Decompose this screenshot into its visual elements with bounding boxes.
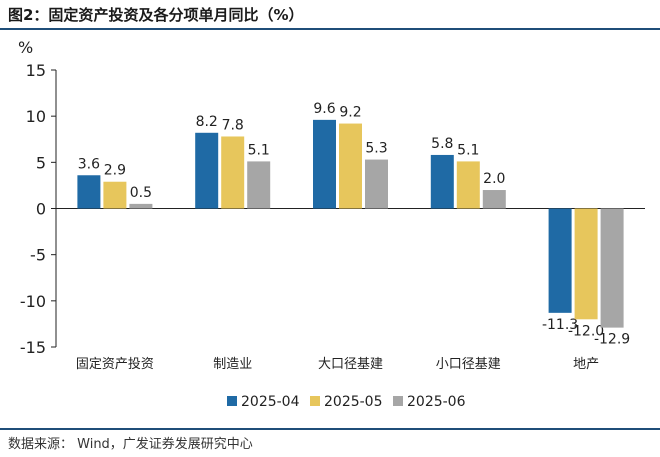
x-category-label: 地产 <box>573 357 599 372</box>
y-tick-label: 0 <box>36 200 46 219</box>
top-rule <box>0 28 660 30</box>
x-category-label: 大口径基建 <box>318 357 383 372</box>
bottom-rule <box>0 428 660 430</box>
data-label: 5.1 <box>457 142 479 158</box>
data-label: 5.8 <box>431 136 453 152</box>
data-label: 9.6 <box>313 101 335 117</box>
source-note: 数据来源： Wind，广发证券发展研究中心 <box>8 437 253 452</box>
data-label: 5.1 <box>248 142 270 158</box>
data-label: -12.0 <box>568 323 604 339</box>
data-label: 9.2 <box>339 105 361 121</box>
x-category-label: 小口径基建 <box>436 357 501 372</box>
y-axis-unit-label: % <box>18 38 33 57</box>
bar-2025-04 <box>77 175 101 209</box>
legend-swatch-2025-06 <box>393 396 403 406</box>
data-label: -11.3 <box>542 317 578 333</box>
data-label: 8.2 <box>196 114 218 130</box>
bar-2025-04 <box>313 119 336 209</box>
data-label: 7.8 <box>222 117 244 133</box>
bar-2025-05 <box>339 123 362 209</box>
y-tick-label: 15 <box>26 61 46 80</box>
bar-2025-06 <box>129 203 153 209</box>
y-tick-label: -10 <box>20 292 46 311</box>
data-label: 0.5 <box>130 185 152 201</box>
bar-2025-04 <box>548 208 572 313</box>
data-label: 2.0 <box>483 171 505 187</box>
legend-swatch-2025-05 <box>310 396 320 406</box>
chart-title: 图2：固定资产投资及各分项单月同比（%） <box>8 6 304 24</box>
data-label: 5.3 <box>365 141 387 157</box>
legend-label: 2025-06 <box>407 394 466 410</box>
legend-swatch-2025-04 <box>227 396 237 406</box>
bar-2025-06 <box>600 208 624 328</box>
data-label: 3.6 <box>78 156 100 172</box>
data-label: 2.9 <box>104 163 126 179</box>
bar-2025-06 <box>247 161 271 209</box>
bar-2025-06 <box>365 159 388 209</box>
y-tick-label: -5 <box>30 246 46 265</box>
bar-2025-05 <box>574 208 598 320</box>
y-tick-label: -15 <box>20 338 46 357</box>
bar-2025-06 <box>482 190 506 209</box>
bar-2025-05 <box>103 181 127 209</box>
x-category-label: 制造业 <box>213 357 252 372</box>
y-tick-label: 5 <box>36 153 46 172</box>
bar-2025-05 <box>221 136 245 209</box>
x-category-label: 固定资产投资 <box>76 356 154 372</box>
bar-2025-04 <box>430 154 454 209</box>
y-tick-label: 10 <box>26 107 46 126</box>
data-label: -12.9 <box>594 332 630 348</box>
legend-label: 2025-05 <box>324 394 383 410</box>
legend-label: 2025-04 <box>241 394 300 410</box>
bar-2025-05 <box>456 161 480 209</box>
bar-2025-04 <box>195 132 219 209</box>
